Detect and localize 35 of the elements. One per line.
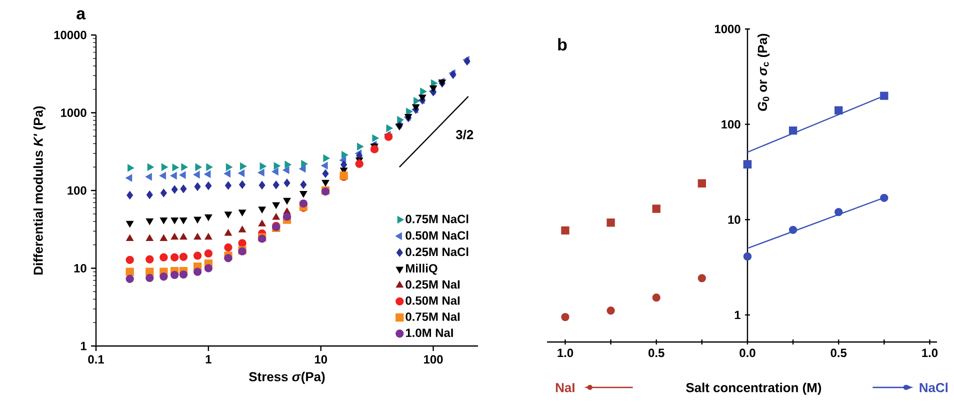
legend-label: 0.50M NaCl [406,230,468,240]
legend-label: 1.0M NaI [406,328,453,338]
x-tick-label: 0.5 [830,348,847,358]
x-tick-label: 1 [206,355,212,364]
legend-label: 0.75M NaCl [406,214,468,224]
y-tick-label: 100 [68,186,86,195]
y-tick-label: 10 [728,215,740,224]
y-axis-title: G$_{0}$ or σ$_{c}$ (Pa) [758,34,770,111]
y-tick-label: 10 [74,264,86,272]
legend-label: 0.75M NaI [406,312,460,321]
x-tick-label: 0.0 [740,348,756,358]
y-tick-label: 1 [80,342,87,350]
y-tick-label: 1000 [714,24,740,34]
chart-title: b [558,38,567,51]
text: NaI [556,383,574,392]
y-tick-label: 1 [734,310,740,320]
annotation: 3/2 [456,130,474,140]
y-tick-label: 1000 [60,108,86,117]
legend-label: 0.25M NaCl [406,247,468,256]
x-tick-label: 10 [314,355,327,364]
x-tick-label: 1.0 [922,348,938,358]
text: NaCl [920,382,948,392]
y-tick-label: 100 [722,120,740,129]
legend-label: MilliQ [406,264,438,275]
x-axis-title: Salt concentration (M) [686,382,822,395]
y-tick-label: 10000 [54,30,86,40]
y-axis-title: Differential modulus K' (Pa) [33,106,46,274]
x-tick-label: 0.1 [88,355,104,364]
x-tick-label: 0.5 [648,348,664,358]
legend-label: 0.25M NaI [406,280,460,289]
chart-title: a [76,10,86,20]
x-tick-label: 100 [424,355,443,364]
x-axis-title: Stress σ(Pa) [249,372,325,384]
x-tick-label: 1.0 [558,348,574,358]
legend-label: 0.50M NaI [406,296,460,305]
